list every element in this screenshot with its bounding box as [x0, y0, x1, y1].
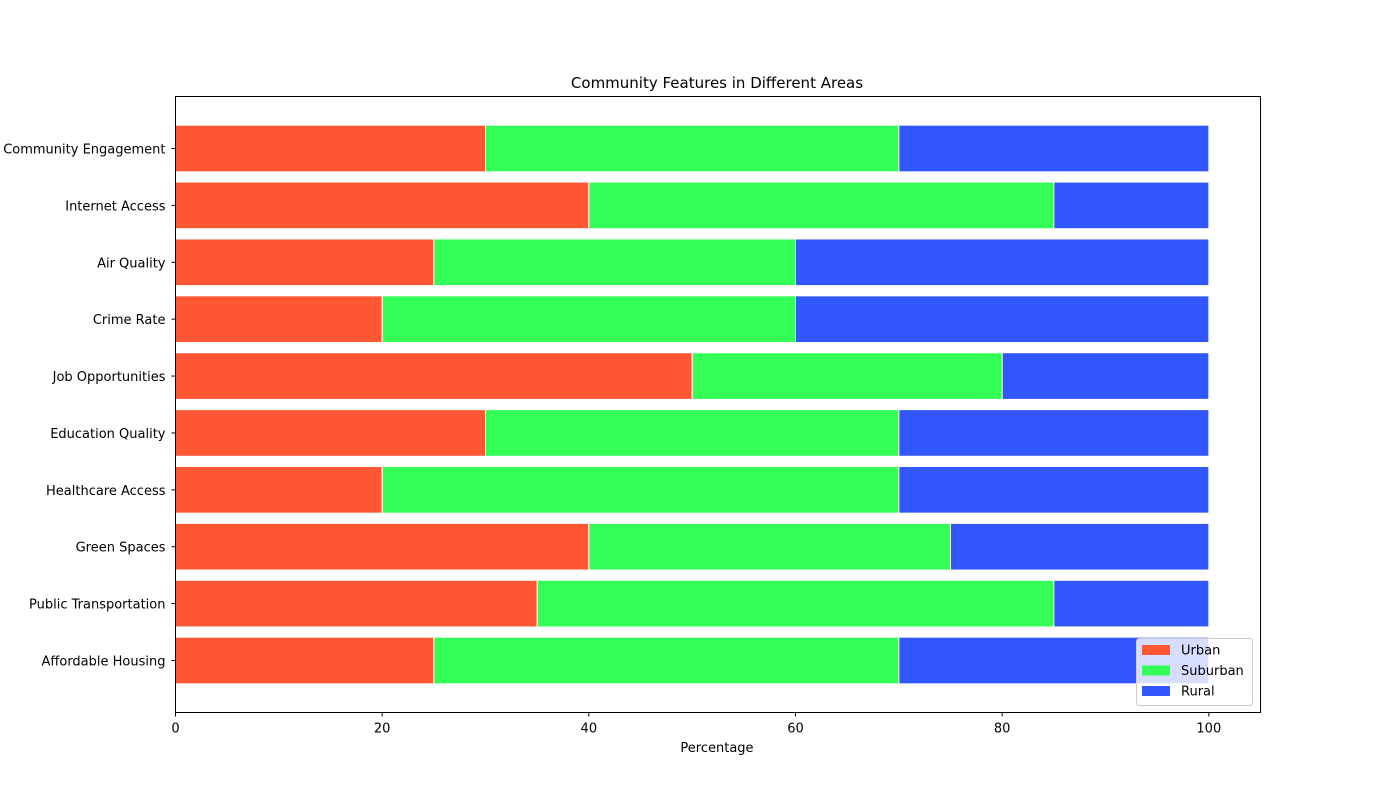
- x-tick-label-80: 80: [994, 722, 1011, 737]
- chart-title: Community Features in Different Areas: [571, 74, 863, 92]
- bar-urban-job-opportunities: [175, 352, 693, 400]
- bar-urban-green-spaces: [175, 522, 590, 571]
- legend-label-rural: Rural: [1181, 685, 1215, 700]
- bar-suburban-crime-rate: [381, 295, 796, 343]
- bar-rural-air-quality: [795, 238, 1210, 287]
- legend-swatch-rural: [1142, 686, 1170, 696]
- bar-rural-education-quality: [898, 409, 1210, 457]
- bar-rural-green-spaces: [950, 522, 1210, 571]
- bar-suburban-public-transportation: [536, 579, 1055, 628]
- bar-suburban-internet-access: [588, 181, 1055, 230]
- y-tick-label-public-transportation: Public Transportation: [29, 598, 165, 613]
- bar-suburban-job-opportunities: [691, 352, 1003, 400]
- y-tick-label-crime-rate: Crime Rate: [93, 313, 166, 328]
- x-axis-ticks: 0 20 40 60 80 100: [171, 712, 1221, 737]
- bar-urban-internet-access: [175, 181, 590, 230]
- bar-rural-internet-access: [1053, 181, 1210, 230]
- bar-suburban-air-quality: [433, 238, 796, 287]
- y-tick-label-healthcare-access: Healthcare Access: [46, 484, 166, 499]
- x-tick-label-100: 100: [1196, 722, 1221, 737]
- bar-rural-job-opportunities: [1001, 352, 1210, 400]
- bar-urban-education-quality: [175, 409, 486, 457]
- bar-rural-healthcare-access: [898, 466, 1210, 514]
- bar-rural-crime-rate: [795, 295, 1210, 343]
- bar-urban-public-transportation: [175, 579, 538, 628]
- y-tick-label-green-spaces: Green Spaces: [76, 541, 166, 556]
- legend: Urban Suburban Rural: [1136, 638, 1253, 706]
- x-tick-label-0: 0: [171, 722, 179, 737]
- bar-urban-affordable-housing: [175, 636, 435, 685]
- legend-swatch-suburban: [1142, 665, 1170, 676]
- bar-suburban-education-quality: [485, 409, 900, 457]
- bar-suburban-green-spaces: [588, 522, 951, 571]
- x-tick-label-40: 40: [581, 722, 598, 737]
- y-tick-label-education-quality: Education Quality: [50, 427, 166, 442]
- x-tick-label-20: 20: [374, 722, 391, 737]
- bar-urban-crime-rate: [175, 295, 383, 343]
- y-tick-label-affordable-housing: Affordable Housing: [42, 655, 166, 670]
- y-tick-label-air-quality: Air Quality: [97, 256, 166, 271]
- bars-group: [175, 124, 1210, 685]
- y-tick-label-community-engagement: Community Engagement: [3, 143, 165, 158]
- y-tick-label-job-opportunities: Job Opportunities: [52, 370, 166, 385]
- bar-rural-public-transportation: [1053, 579, 1210, 628]
- bar-suburban-affordable-housing: [433, 636, 900, 685]
- y-tick-label-internet-access: Internet Access: [65, 199, 165, 214]
- bar-urban-air-quality: [175, 238, 435, 287]
- legend-label-suburban: Suburban: [1181, 664, 1244, 679]
- bar-suburban-community-engagement: [485, 124, 900, 173]
- bar-rural-community-engagement: [898, 124, 1210, 173]
- y-axis-ticks: Affordable Housing Public Transportation G…: [3, 143, 176, 670]
- legend-swatch-urban: [1142, 645, 1170, 655]
- plot-frame: [175, 96, 1261, 713]
- bar-suburban-healthcare-access: [381, 466, 900, 514]
- legend-label-urban: Urban: [1181, 644, 1220, 659]
- x-axis-label: Percentage: [680, 741, 753, 756]
- bar-urban-community-engagement: [175, 124, 486, 173]
- bar-urban-healthcare-access: [175, 466, 383, 514]
- x-tick-label-60: 60: [787, 722, 804, 737]
